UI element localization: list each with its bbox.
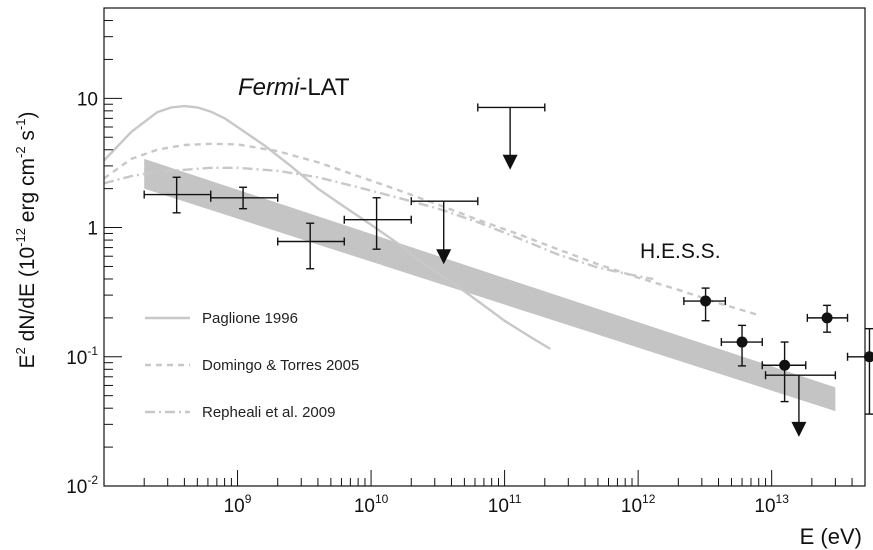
legend-label: Domingo & Torres 2005: [202, 357, 359, 374]
legend: Paglione 1996 Domingo & Torres 2005 Rephea…: [145, 310, 359, 421]
model-band-layer: [144, 158, 836, 412]
legend-label: Repheali et al. 2009: [202, 404, 335, 421]
data-marker: [736, 336, 748, 348]
hess-points-4: [806, 304, 849, 333]
y-tick-label: 1: [87, 219, 98, 240]
y-tick-label: 10-1: [66, 344, 98, 369]
data-marker: [779, 359, 791, 371]
model-band: [144, 158, 836, 412]
upper-limits-2: [477, 103, 546, 170]
data-points-layer: [143, 103, 873, 437]
fermi-points-3: [277, 222, 345, 270]
y-axis-label: E2 dN/dE (10-12 erg cm-2 s-1): [13, 112, 39, 369]
fermi-lat-label: Fermi-LAT: [238, 74, 350, 101]
x-tick-label: 1010: [354, 492, 389, 517]
hess-points-2: [720, 324, 763, 367]
fermi-points-4: [343, 197, 412, 250]
fermi-points-2: [210, 186, 279, 210]
x-tick-label: 1013: [754, 492, 789, 517]
x-tick-label: 1012: [621, 492, 656, 517]
y-tick-label: 10: [77, 89, 98, 110]
data-marker: [700, 295, 712, 307]
hess-points-1: [683, 287, 727, 322]
upper-limit-arrow: [502, 154, 518, 170]
upper-limits-3: [764, 371, 837, 437]
x-axis-label: E (eV): [800, 524, 862, 549]
upper-limits-1: [410, 197, 479, 265]
upper-limit-arrow: [791, 421, 807, 437]
model-curve-2: [103, 142, 760, 317]
upper-limit-arrow: [436, 249, 452, 265]
legend-entry-1: Paglione 1996: [145, 310, 298, 327]
model-curve-3: [103, 166, 654, 281]
legend-entry-2: Domingo & Torres 2005: [145, 357, 359, 374]
data-marker: [821, 312, 833, 324]
hess-points-3: [761, 341, 807, 403]
x-tick-label: 1011: [488, 492, 522, 517]
axis-layer: 109 1010 1011 1012 1013 10-2 10-1 1 10: [66, 7, 866, 517]
hess-label: H.E.S.S.: [640, 240, 721, 263]
data-marker: [863, 351, 873, 363]
model-curves-layer: [103, 104, 760, 350]
y-tick-label: 10-2: [66, 473, 98, 498]
legend-label: Paglione 1996: [202, 310, 298, 327]
hess-points-5: [846, 327, 873, 415]
plot-frame: [103, 7, 866, 487]
model-curve-1: [103, 104, 551, 350]
x-tick-label: 109: [224, 492, 252, 517]
legend-entry-3: Repheali et al. 2009: [145, 404, 335, 421]
